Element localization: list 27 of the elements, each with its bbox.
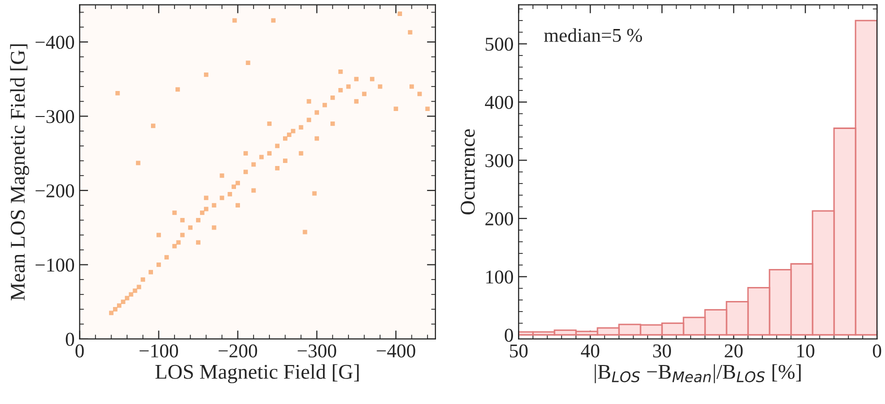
x-tick-label: −100 — [140, 344, 178, 358]
x-tick-label: 40 — [580, 344, 600, 358]
x-tick-label: −300 — [298, 344, 336, 358]
y-tick-label: 100 — [486, 270, 514, 284]
y-axis-title: Mean LOS Magnetic Field [G] — [10, 44, 30, 300]
x-tick-label: 20 — [724, 344, 743, 358]
y-tick-label: −300 — [36, 110, 74, 124]
y-tick-label: 200 — [485, 212, 514, 226]
y-tick-label: 500 — [486, 38, 514, 51]
y-axis-title: Ocurrence — [460, 129, 475, 214]
y-tick-label: 400 — [484, 96, 514, 109]
x-tick-label: 50 — [510, 344, 528, 358]
x-tick-label: −200 — [218, 344, 258, 358]
y-tick-label: −200 — [36, 184, 74, 198]
x-axis-title: LOS Magnetic Field [G] — [155, 364, 359, 384]
y-tick-label: 300 — [486, 154, 514, 168]
y-tick-label: −400 — [36, 36, 74, 49]
y-tick-label: 0 — [66, 332, 74, 346]
y-tick-label: −100 — [36, 258, 74, 272]
x-tick-label: 0 — [872, 344, 882, 358]
annotation: median=5 % — [544, 28, 642, 42]
x-tick-label: 30 — [653, 344, 671, 358]
y-tick-label: 0 — [504, 328, 514, 342]
x-tick-label: −400 — [376, 344, 416, 358]
x-tick-label: 0 — [76, 344, 84, 358]
x-axis-title: |B$_{LOS}$ −B$_{Mean}$|/B$_{LOS}$ [%] — [594, 364, 801, 384]
x-tick-label: 10 — [797, 344, 814, 358]
